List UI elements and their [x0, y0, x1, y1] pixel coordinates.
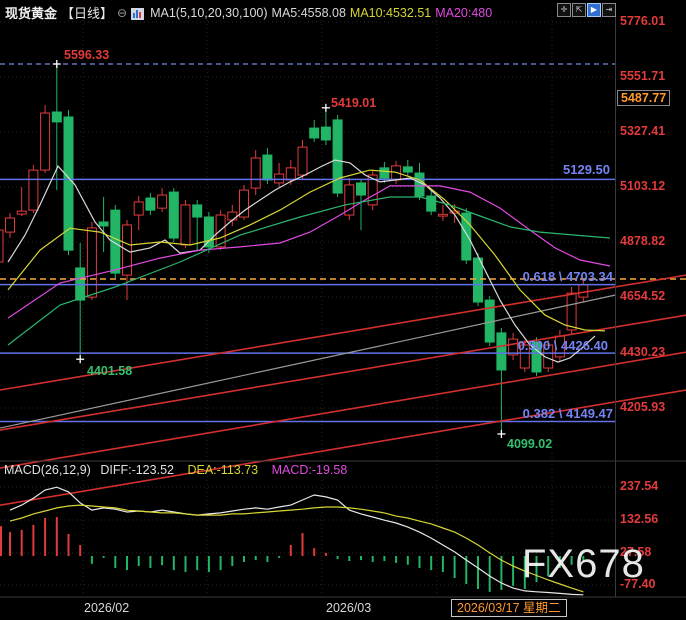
price-axis-label: 132.56	[620, 512, 659, 526]
ma5-value: MA5:4558.08	[271, 5, 346, 20]
axis-scale-icon[interactable]: ⇱	[572, 3, 586, 17]
swing-high-label-1: 5596.33	[64, 48, 110, 62]
swing-high-label-2: 5419.01	[331, 96, 377, 110]
fib-500-label: 0.500 \ 4426.40	[517, 338, 608, 353]
price-axis-highlight-label: 5487.77	[617, 90, 671, 106]
price-axis-label: 27.58	[620, 545, 652, 559]
swing-markers	[52, 60, 506, 438]
horizontal-levels	[0, 63, 686, 423]
macd-header: MACD(26,12,9) DIFF:-123.52 DEA:-113.73 M…	[4, 463, 347, 477]
price-axis-label: -77.40	[620, 577, 656, 591]
pane-separators	[0, 12, 686, 598]
fib-618-label: 0.618 \ 4703.34	[522, 269, 613, 284]
swing-low-label-1: 4401.58	[87, 364, 133, 378]
price-axis-label: 5551.71	[620, 69, 666, 83]
trend-lines	[0, 274, 686, 506]
fx678-watermark: FX678	[522, 542, 645, 586]
crosshair-icon[interactable]: ✛	[557, 3, 571, 17]
price-axis-label: 237.54	[620, 479, 659, 493]
symbol-name: 现货黄金	[5, 6, 58, 21]
macd-title: MACD(26,12,9)	[4, 463, 91, 477]
chart-header: 现货黄金 【日线】 ⊖ MA1(5,10,20,30,100) MA5:4558.…	[5, 3, 492, 22]
price-axis-label: 4205.93	[620, 400, 666, 414]
ma20-value: MA20:480	[435, 5, 493, 20]
candlesticks	[0, 64, 589, 434]
price-axis-label: 5776.01	[620, 14, 666, 28]
price-axis-label: 4654.52	[620, 289, 666, 303]
x-axis-date-box: 2026/03/17 星期二	[451, 599, 567, 617]
price-axis-label: 4430.23	[620, 345, 666, 359]
ma-settings-label: MA1(5,10,20,30,100)	[150, 5, 268, 20]
x-axis-label-feb: 2026/02	[84, 601, 130, 615]
price-axis-label: 4878.82	[620, 234, 666, 248]
resistance-level-label: 5129.50	[563, 162, 610, 177]
x-axis-label-mar: 2026/03	[326, 601, 372, 615]
price-axis-label: 5327.41	[620, 124, 666, 138]
collapse-icon[interactable]: ⊖	[117, 5, 128, 20]
fib-382-label: 0.382 \ 4149.47	[522, 406, 613, 421]
macd-pane	[0, 486, 585, 596]
period-tag: 【日线】	[61, 6, 114, 21]
chart-toolbar: ✛ ⇱ ▶ ⇥	[557, 3, 616, 17]
macd-diff-value: DIFF:-123.52	[100, 463, 174, 477]
moving-averages	[7, 159, 611, 363]
macd-dea-value: DEA:-113.73	[187, 463, 259, 477]
chart-mode-icon[interactable]: ▶	[587, 3, 601, 17]
exit-icon[interactable]: ⇥	[602, 3, 616, 17]
swing-low-label-2: 4099.02	[507, 437, 553, 451]
price-axis-label: 5103.12	[620, 179, 666, 193]
indicator-icon	[131, 7, 145, 20]
macd-macd-value: MACD:-19.58	[271, 463, 348, 477]
ma10-value: MA10:4532.51	[349, 5, 432, 20]
